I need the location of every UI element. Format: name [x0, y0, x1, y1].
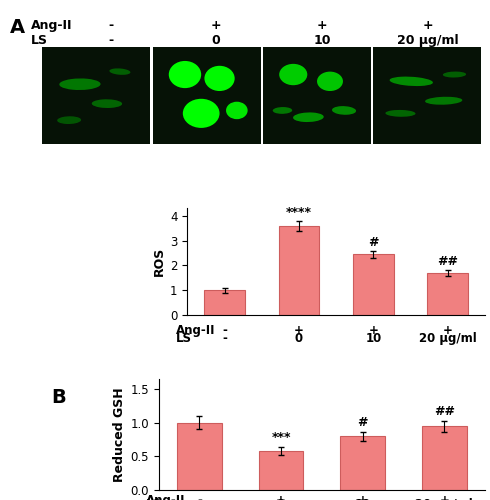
Text: 10: 10 — [355, 498, 371, 500]
Text: A: A — [10, 18, 25, 36]
Bar — [259, 451, 303, 490]
Ellipse shape — [109, 68, 130, 75]
Text: +: + — [422, 19, 433, 32]
Ellipse shape — [92, 100, 122, 108]
Bar — [263, 48, 371, 144]
Bar — [177, 423, 222, 490]
Text: ****: **** — [286, 206, 312, 218]
Text: ##: ## — [438, 255, 458, 268]
Ellipse shape — [204, 66, 235, 91]
Bar — [204, 290, 245, 316]
Text: 10: 10 — [366, 332, 382, 344]
Ellipse shape — [183, 99, 220, 128]
Bar — [373, 48, 482, 144]
Bar — [42, 48, 150, 144]
Text: ***: *** — [271, 432, 291, 444]
Text: +: + — [368, 324, 378, 337]
Bar — [353, 254, 394, 316]
Bar — [278, 226, 319, 316]
Bar — [422, 426, 467, 490]
Text: +: + — [440, 494, 449, 500]
Text: LS: LS — [176, 332, 192, 344]
Text: -: - — [197, 494, 202, 500]
Text: -: - — [222, 324, 227, 337]
Text: 10: 10 — [313, 34, 331, 48]
Text: Ang-II: Ang-II — [147, 494, 186, 500]
Ellipse shape — [443, 72, 466, 78]
Ellipse shape — [169, 61, 201, 88]
Text: 20 μg/ml: 20 μg/ml — [419, 332, 477, 344]
Text: +: + — [211, 19, 221, 32]
Text: +: + — [317, 19, 327, 32]
Bar — [340, 436, 385, 490]
Text: +: + — [358, 494, 368, 500]
Ellipse shape — [226, 102, 247, 119]
Y-axis label: Reduced GSH: Reduced GSH — [113, 387, 126, 482]
Text: -: - — [108, 19, 113, 32]
Text: LS: LS — [31, 34, 49, 48]
Text: 0: 0 — [295, 332, 303, 344]
Text: #: # — [357, 416, 368, 429]
Text: 20 μg/ml: 20 μg/ml — [416, 498, 473, 500]
Text: +: + — [294, 324, 304, 337]
Ellipse shape — [59, 78, 100, 90]
Text: B: B — [51, 388, 66, 407]
Text: 0: 0 — [277, 498, 285, 500]
Ellipse shape — [332, 106, 356, 115]
Text: Ang-II: Ang-II — [31, 19, 73, 32]
Ellipse shape — [386, 110, 416, 117]
Text: -: - — [197, 498, 202, 500]
Text: #: # — [368, 236, 379, 248]
Bar — [427, 273, 468, 316]
Text: -: - — [222, 332, 227, 344]
Ellipse shape — [390, 76, 433, 86]
Text: +: + — [276, 494, 286, 500]
Text: ##: ## — [434, 405, 455, 418]
Ellipse shape — [273, 107, 292, 114]
Ellipse shape — [425, 97, 463, 104]
Text: Ang-II: Ang-II — [176, 324, 216, 337]
Text: +: + — [443, 324, 453, 337]
Text: 20 μg/ml: 20 μg/ml — [397, 34, 458, 48]
Bar — [152, 48, 261, 144]
Y-axis label: ROS: ROS — [153, 247, 166, 276]
Ellipse shape — [317, 72, 343, 91]
Ellipse shape — [57, 116, 81, 124]
Ellipse shape — [279, 64, 307, 85]
Text: LS: LS — [147, 498, 162, 500]
Text: 0: 0 — [212, 34, 220, 48]
Ellipse shape — [293, 112, 324, 122]
Text: -: - — [108, 34, 113, 48]
